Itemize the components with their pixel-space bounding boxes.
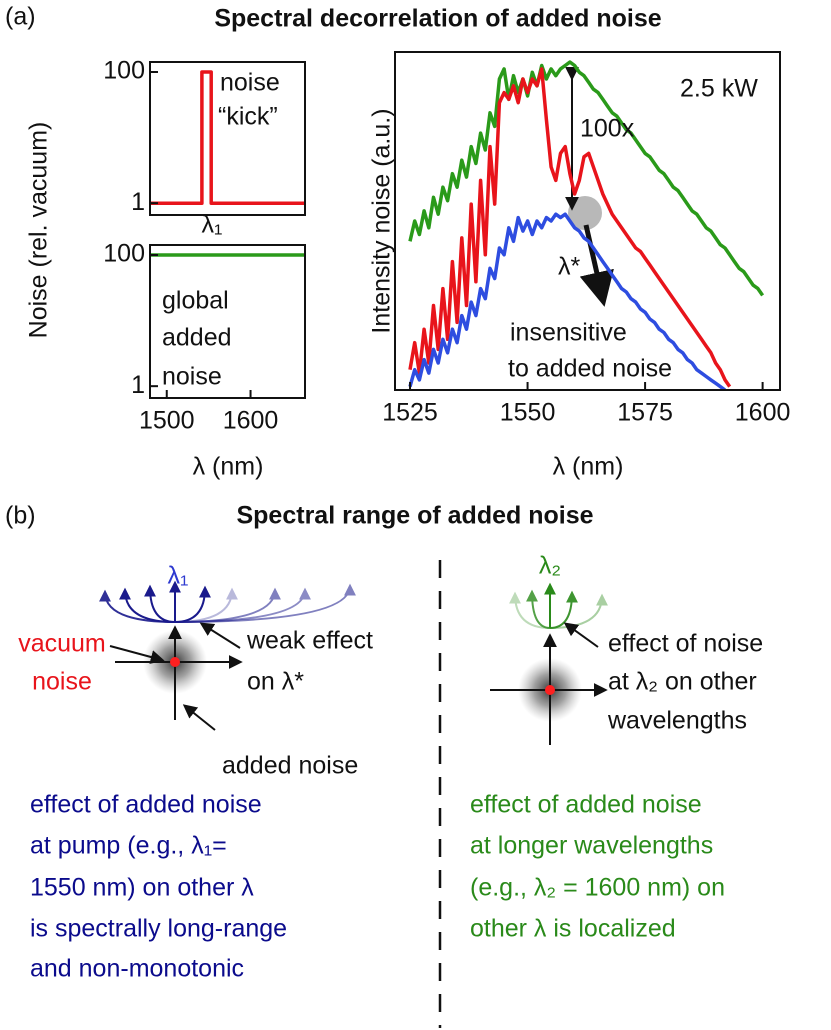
description: (e.g., λ₂ = 1600 nm) on: [470, 874, 725, 902]
annotation: insensitive: [510, 319, 627, 347]
label: added noise: [222, 752, 358, 780]
fan-arrow: [174, 587, 238, 623]
label: vacuum: [18, 630, 106, 658]
annotation: noise: [220, 69, 280, 97]
annotation: 2.5 kW: [680, 75, 758, 103]
x-tick-label: 1500: [139, 407, 195, 435]
y-tick-label: 100: [103, 240, 145, 268]
y-axis-label: Noise (rel. vacuum): [25, 122, 53, 339]
fan-arrow: [174, 585, 211, 623]
series-line: [408, 67, 732, 388]
description: at pump (e.g., λ₁=: [30, 832, 227, 860]
description: at longer wavelengths: [470, 832, 713, 860]
fan-arrow: [99, 589, 176, 623]
vacuum-dot: [170, 657, 180, 667]
description: other λ is localized: [470, 915, 676, 943]
x-axis-label: λ (nm): [553, 453, 624, 481]
lambda: λ₁: [168, 562, 189, 590]
label: weak effect: [246, 627, 373, 655]
description: effect of added noise: [470, 791, 702, 819]
fan-arrow: [549, 593, 608, 629]
label: on λ*: [247, 668, 304, 696]
description: effect of added noise: [30, 791, 262, 819]
vacuum-dot: [545, 685, 555, 695]
label: noise: [32, 668, 92, 696]
x-axis-label: λ (nm): [193, 453, 264, 481]
y-tick-label: 100: [103, 57, 145, 85]
x-tick-label: 1600: [735, 399, 791, 427]
arrow: [563, 622, 599, 648]
title: Spectral decorrelation of added noise: [214, 5, 661, 33]
annotation: λ₁: [202, 211, 223, 239]
series-line: [408, 212, 727, 390]
label: wavelengths: [607, 707, 747, 735]
annotation: to added noise: [508, 355, 672, 383]
x-tick-label: 1600: [223, 407, 279, 435]
fan: [99, 580, 356, 623]
y-axis-label: Intensity noise (a.u.): [368, 108, 396, 333]
plot-frame: [149, 61, 306, 216]
y-tick-label: 1: [131, 188, 145, 216]
lambda: λ₂: [539, 552, 561, 580]
panel-label: (b): [5, 502, 36, 530]
fan-arrow: [174, 583, 356, 623]
arrow: [579, 224, 614, 307]
annotation: “kick”: [218, 103, 278, 131]
fan-arrow: [526, 589, 551, 629]
fan-arrow: [549, 590, 578, 629]
x-tick-label: 1525: [382, 399, 438, 427]
annotation: λ*: [558, 253, 581, 281]
plot-frame: [394, 51, 781, 391]
label: at λ₂ on other: [608, 668, 757, 696]
description: and non-monotonic: [30, 955, 244, 983]
y-tick-label: 1: [131, 371, 145, 399]
x-tick-label: 1575: [617, 399, 673, 427]
arrow: [109, 645, 165, 664]
annotation: 100x: [580, 115, 635, 143]
label: effect of noise: [608, 630, 763, 658]
description: 1550 nm) on other λ: [30, 874, 254, 902]
series-line: [408, 60, 765, 297]
plot-frame: [149, 244, 306, 399]
annotation: added: [162, 324, 232, 352]
fan: [509, 582, 608, 629]
annotation: global: [162, 287, 229, 315]
series-line: [150, 70, 305, 205]
arrow: [182, 704, 216, 731]
fan-arrow: [144, 584, 176, 623]
panel-label: (a): [5, 3, 36, 31]
title: Spectral range of added noise: [236, 502, 593, 530]
arrow: [199, 622, 241, 649]
description: is spectrally long-range: [30, 915, 287, 943]
annotation: noise: [162, 363, 222, 391]
x-tick-label: 1550: [500, 399, 556, 427]
